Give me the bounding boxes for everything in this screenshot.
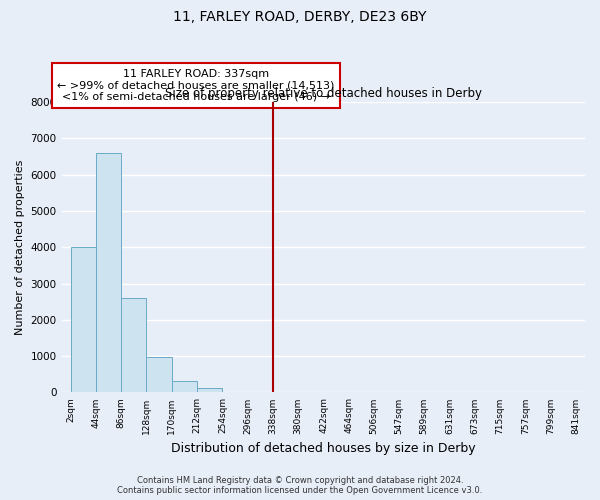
Text: 11 FARLEY ROAD: 337sqm
← >99% of detached houses are smaller (14,513)
<1% of sem: 11 FARLEY ROAD: 337sqm ← >99% of detache… xyxy=(57,69,335,102)
Title: Size of property relative to detached houses in Derby: Size of property relative to detached ho… xyxy=(165,86,482,100)
Bar xyxy=(96,153,121,392)
Bar xyxy=(71,248,96,392)
Bar xyxy=(197,388,223,392)
Text: Contains HM Land Registry data © Crown copyright and database right 2024.
Contai: Contains HM Land Registry data © Crown c… xyxy=(118,476,482,495)
X-axis label: Distribution of detached houses by size in Derby: Distribution of detached houses by size … xyxy=(171,442,476,455)
Text: 11, FARLEY ROAD, DERBY, DE23 6BY: 11, FARLEY ROAD, DERBY, DE23 6BY xyxy=(173,10,427,24)
Bar xyxy=(172,380,197,392)
Bar xyxy=(121,298,146,392)
Bar xyxy=(146,357,172,392)
Y-axis label: Number of detached properties: Number of detached properties xyxy=(15,160,25,335)
